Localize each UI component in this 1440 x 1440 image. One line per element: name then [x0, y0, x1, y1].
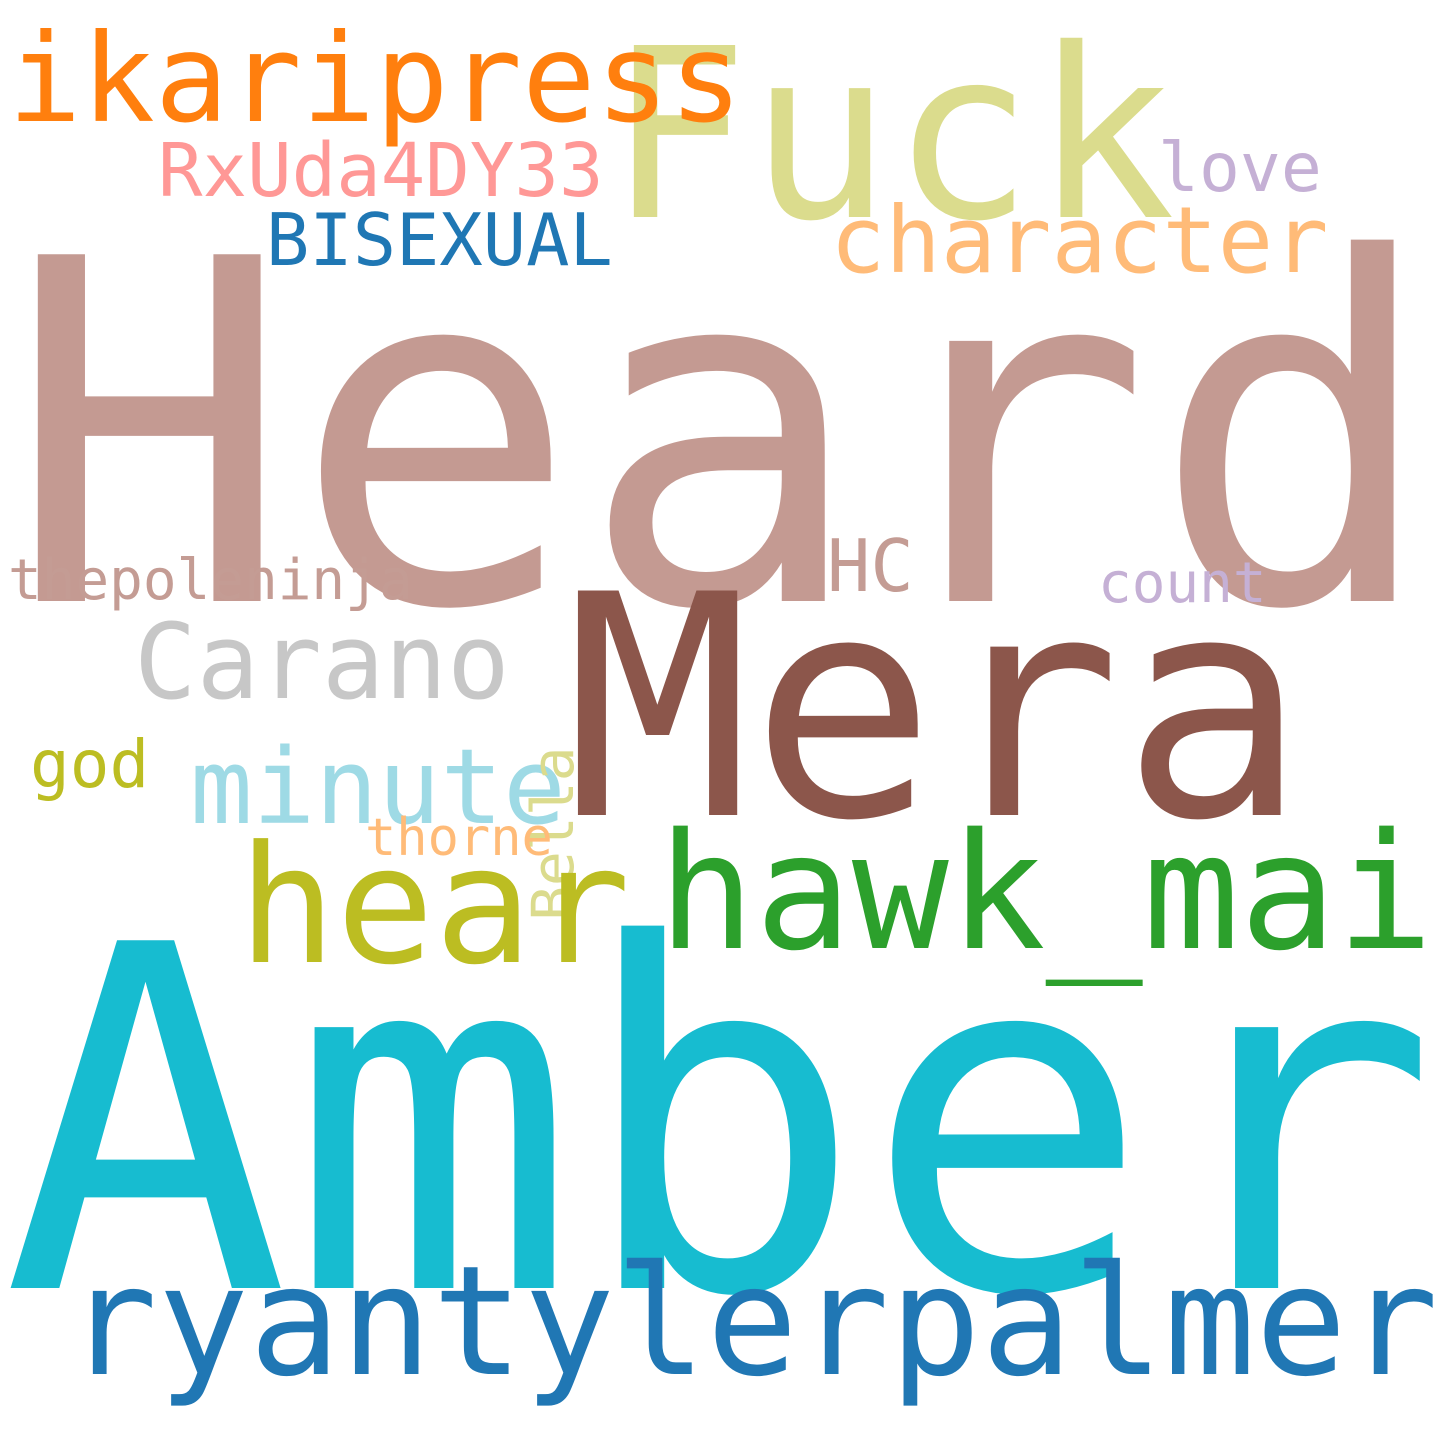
- word-god: god: [30, 726, 150, 803]
- word-carano: Carano: [134, 601, 510, 723]
- word-fuck: Fuck: [607, 0, 1176, 273]
- word-character: character: [830, 187, 1329, 294]
- word-hawk-mai: hawk_mai: [658, 799, 1434, 986]
- word-amber: Amber: [2, 846, 1438, 1401]
- word-thorne: thorne: [365, 808, 553, 868]
- word-minute: minute: [190, 726, 566, 848]
- word-heard: Heard: [6, 160, 1438, 714]
- word-count: count: [1098, 551, 1267, 616]
- word-love: love: [1158, 129, 1322, 208]
- word-bisexual: BISEXUAL: [266, 198, 613, 282]
- word-mera: Mera: [565, 529, 1307, 888]
- word-hc: HC: [827, 524, 914, 608]
- word-hear: hear: [238, 812, 631, 1001]
- word-rxuda4dy33: RxUda4DY33: [158, 128, 604, 214]
- word-ryantylerpalmer: ryantylerpalmer: [66, 1233, 1439, 1410]
- word-thepoleninja: thepoleninja: [8, 548, 413, 613]
- word-ikaripress: ikaripress: [8, 8, 743, 150]
